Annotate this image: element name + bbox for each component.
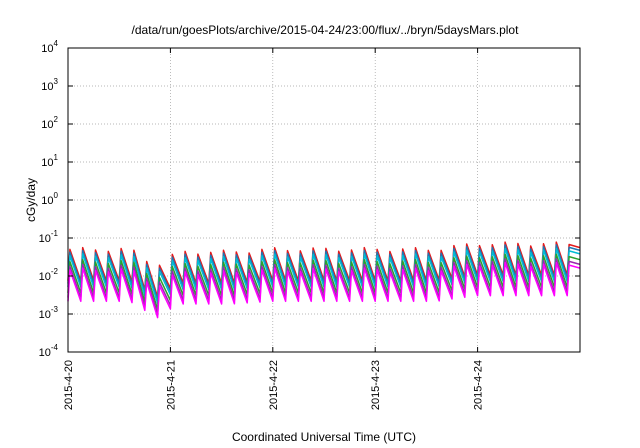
x-axis-label: Coordinated Universal Time (UTC) xyxy=(232,430,416,444)
y-tick-label: 10-4 xyxy=(39,343,59,359)
x-tick-label: 2015-4-24 xyxy=(473,360,485,410)
y-axis-label: cGy/day xyxy=(24,178,38,222)
y-tick-label: 104 xyxy=(41,39,58,55)
series-line-6 xyxy=(67,261,581,319)
y-tick-label: 10-1 xyxy=(39,229,59,245)
data-series-group xyxy=(67,241,581,319)
y-tick-label: 10-2 xyxy=(39,267,59,283)
chart-title: /data/run/goesPlots/archive/2015-04-24/2… xyxy=(132,23,520,37)
x-tick-label: 2015-4-21 xyxy=(165,360,177,410)
x-tick-label: 2015-4-20 xyxy=(63,360,75,410)
y-tick-label: 101 xyxy=(41,153,58,169)
y-tick-label: 102 xyxy=(41,115,58,131)
y-tick-label: 100 xyxy=(41,191,58,207)
y-tick-label: 103 xyxy=(41,77,58,93)
x-tick-label: 2015-4-23 xyxy=(370,360,382,410)
y-tick-label: 10-3 xyxy=(39,305,59,321)
axis-ticks: 10-4 10-3 10-2 10-1 100 101 102 103 104 2015-4-20… xyxy=(39,39,580,410)
x-tick-label: 2015-4-22 xyxy=(268,360,280,410)
